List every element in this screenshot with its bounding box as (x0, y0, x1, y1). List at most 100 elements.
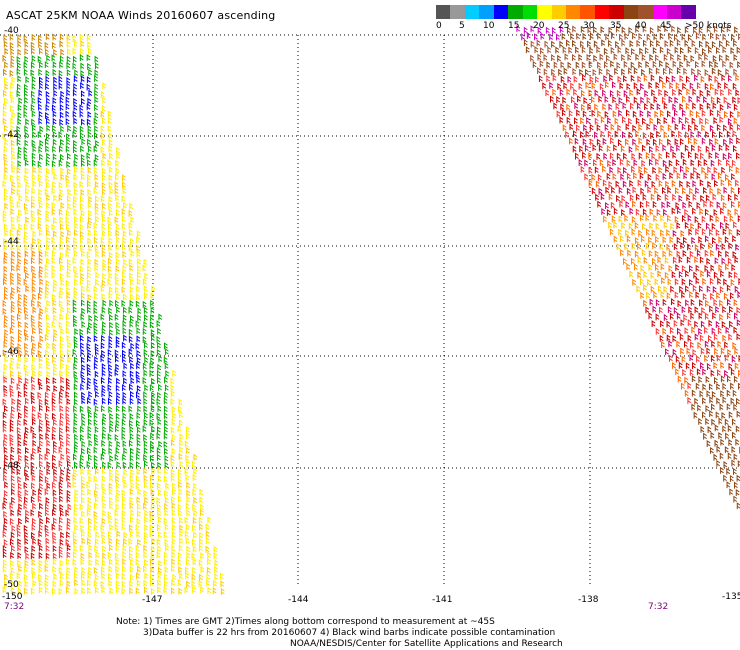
wind-barb (579, 145, 584, 153)
wind-barb (142, 425, 147, 433)
wind-barb (726, 389, 731, 397)
wind-barb (66, 244, 71, 252)
wind-barb (17, 258, 22, 266)
wind-barb (30, 552, 35, 560)
wind-barb (171, 538, 176, 546)
wind-barb (164, 509, 169, 517)
wind-barb (10, 82, 15, 90)
wind-barb (45, 313, 50, 321)
wind-barb (652, 138, 657, 146)
wind-barb (144, 341, 148, 349)
wind-barb (93, 222, 98, 230)
wind-barb (31, 474, 36, 482)
wind-barb (24, 356, 29, 364)
wind-barb (59, 335, 64, 343)
wind-barb (638, 137, 643, 145)
wind-barb (44, 391, 49, 399)
colorbar-segment (652, 5, 667, 19)
wind-barb (734, 312, 738, 320)
wind-barb (39, 517, 44, 525)
wind-barb (591, 109, 596, 117)
wind-barb (3, 68, 7, 76)
wind-barb (199, 538, 203, 546)
wind-barb (121, 208, 126, 216)
wind-barb (212, 587, 217, 595)
wind-barb (79, 405, 84, 413)
wind-barb (600, 26, 605, 34)
wind-barb (163, 432, 168, 440)
wind-barb (107, 278, 112, 286)
wind-barb (705, 117, 709, 125)
wind-barb (100, 566, 105, 574)
wind-barb (725, 68, 730, 76)
wind-barb (25, 272, 29, 279)
colorbar-segment (580, 5, 595, 19)
wind-barb (584, 144, 589, 152)
wind-barb (52, 558, 57, 566)
wind-barb (122, 384, 126, 392)
wind-barb (115, 299, 119, 307)
wind-barb (3, 237, 7, 245)
wind-barb (60, 90, 65, 98)
wind-barb (52, 531, 56, 539)
wind-barb (695, 277, 700, 285)
wind-barb (11, 146, 15, 154)
wind-barb (178, 468, 182, 476)
wind-barb (185, 558, 190, 566)
wind-barb (540, 32, 545, 40)
wind-barb (23, 573, 28, 581)
wind-barb (655, 313, 660, 321)
wind-barb (716, 96, 721, 104)
wind-barb (691, 117, 696, 125)
wind-barb (151, 467, 156, 475)
wind-barb (729, 61, 734, 69)
wind-barb (44, 41, 49, 49)
wind-barb (108, 181, 113, 189)
wind-barb (713, 166, 718, 174)
wind-barb (728, 242, 733, 250)
wind-barb (46, 243, 50, 251)
wind-barb (4, 138, 9, 146)
wind-barb (722, 60, 727, 68)
wind-barb (45, 90, 50, 98)
wind-barb (30, 495, 35, 503)
wind-barb (46, 257, 50, 265)
wind-barb (136, 426, 141, 434)
wind-barb (52, 68, 57, 76)
wind-barb (52, 537, 57, 545)
wind-barb (129, 565, 134, 573)
wind-barb (60, 453, 65, 461)
wind-barb (655, 299, 660, 307)
wind-barb (660, 320, 664, 328)
wind-barb (714, 376, 718, 384)
wind-barb (38, 257, 43, 265)
wind-barb (4, 454, 8, 461)
wind-barb (86, 300, 91, 308)
wind-barb (735, 243, 740, 251)
wind-barb (11, 286, 15, 294)
wind-barb (17, 433, 22, 441)
wind-barb (701, 109, 706, 117)
wind-barb (44, 453, 49, 461)
wind-barb (163, 531, 168, 539)
wind-barb (700, 320, 705, 328)
wind-barb (178, 544, 183, 552)
wind-barb (598, 95, 603, 103)
wind-barb (115, 167, 120, 175)
wind-barb (109, 455, 114, 462)
wind-barb (142, 327, 147, 335)
wind-speed-colorbar (436, 5, 696, 19)
time-label: 7:32 (648, 602, 669, 612)
wind-barb (675, 201, 680, 209)
colorbar-segment (537, 5, 552, 19)
wind-barb (680, 319, 685, 327)
wind-barb (163, 551, 168, 559)
wind-barb (45, 69, 50, 77)
wind-barb (709, 228, 713, 236)
wind-barb (580, 117, 584, 125)
wind-barb (171, 531, 176, 539)
wind-barb (67, 124, 72, 132)
wind-barb (87, 572, 92, 580)
wind-barb (45, 552, 50, 560)
wind-barb (24, 580, 29, 588)
